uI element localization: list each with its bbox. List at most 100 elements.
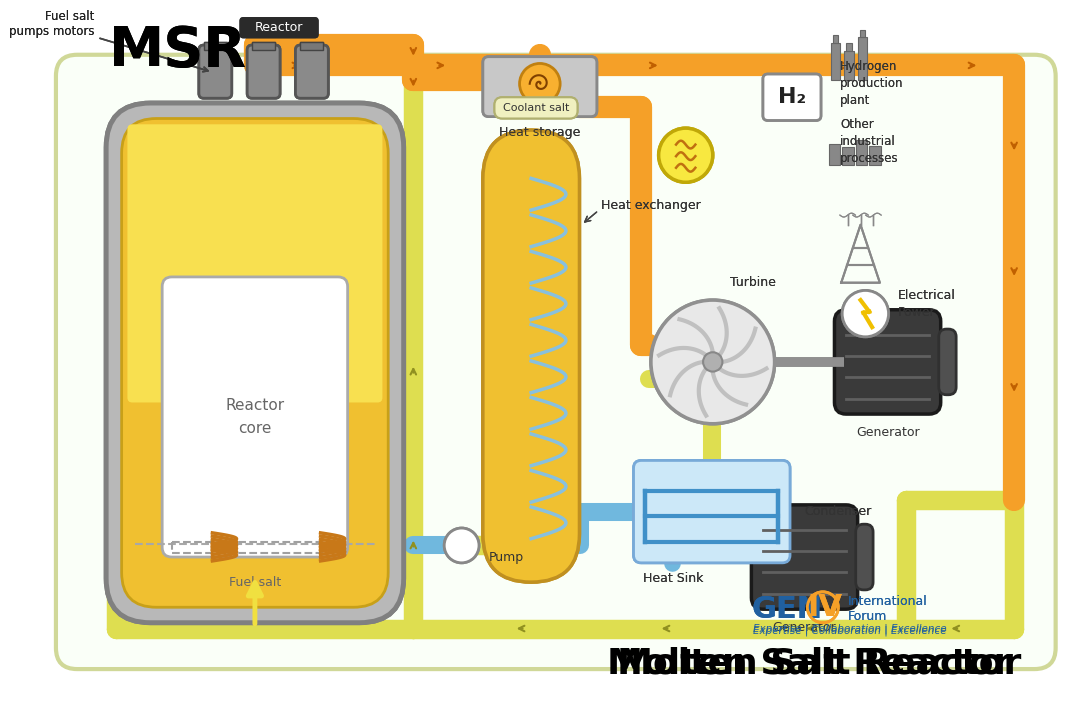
FancyBboxPatch shape [483, 57, 597, 117]
FancyBboxPatch shape [834, 310, 941, 414]
FancyBboxPatch shape [483, 130, 580, 582]
Text: Heat storage: Heat storage [499, 126, 581, 139]
FancyBboxPatch shape [121, 119, 388, 607]
FancyBboxPatch shape [56, 54, 1056, 669]
FancyBboxPatch shape [128, 125, 382, 402]
FancyBboxPatch shape [763, 74, 821, 120]
Text: Expertise | Collaboration | Excellence: Expertise | Collaboration | Excellence [753, 625, 947, 636]
Text: Reactor: Reactor [255, 21, 303, 34]
Bar [204, 42, 227, 50]
Text: Coolant salt: Coolant salt [503, 103, 569, 113]
Text: International: International [848, 595, 928, 608]
FancyBboxPatch shape [752, 505, 858, 609]
Bar [204, 42, 227, 50]
Text: Electrical
Power: Electrical Power [898, 289, 956, 319]
Text: Heat exchanger: Heat exchanger [600, 199, 700, 212]
Circle shape [651, 300, 774, 424]
Text: Fuel salt
pumps motors: Fuel salt pumps motors [9, 10, 208, 72]
Text: Condenser: Condenser [804, 505, 872, 518]
FancyBboxPatch shape [121, 119, 388, 607]
Bar [252, 42, 275, 50]
Bar [858, 37, 868, 80]
Text: IV: IV [808, 593, 842, 621]
FancyBboxPatch shape [939, 329, 956, 395]
Text: Expertise | Collaboration | Excellence: Expertise | Collaboration | Excellence [753, 623, 947, 634]
FancyBboxPatch shape [199, 45, 232, 98]
Circle shape [445, 528, 479, 563]
Text: Pump: Pump [489, 551, 524, 563]
Text: Generator: Generator [772, 621, 837, 634]
FancyBboxPatch shape [494, 97, 578, 119]
Text: Molten Salt Reactor: Molten Salt Reactor [607, 647, 1012, 681]
Bar [846, 43, 852, 51]
Bar [172, 541, 336, 553]
FancyBboxPatch shape [634, 460, 790, 563]
FancyBboxPatch shape [763, 74, 821, 120]
Text: Reactor: Reactor [255, 21, 303, 34]
Bar [252, 42, 275, 50]
FancyBboxPatch shape [128, 125, 382, 402]
FancyBboxPatch shape [162, 277, 348, 557]
FancyBboxPatch shape [295, 45, 329, 98]
Text: Turbine: Turbine [730, 276, 777, 289]
Bar [830, 43, 840, 80]
Text: Molten Salt Reactor: Molten Salt Reactor [616, 647, 1021, 681]
Bar [856, 140, 868, 165]
Text: Forum: Forum [848, 611, 887, 624]
Text: MSR: MSR [110, 24, 247, 78]
FancyBboxPatch shape [483, 57, 597, 117]
Text: Turbine: Turbine [730, 276, 777, 289]
Text: Forum: Forum [848, 611, 887, 624]
Bar [859, 29, 866, 37]
Text: Hydrogen
production
plant: Hydrogen production plant [840, 60, 903, 107]
Text: H₂: H₂ [778, 87, 807, 107]
FancyBboxPatch shape [240, 17, 319, 39]
Bar [842, 147, 854, 165]
Text: GEN: GEN [752, 595, 823, 624]
Bar [172, 541, 336, 553]
FancyBboxPatch shape [199, 45, 232, 98]
Circle shape [651, 300, 774, 424]
FancyBboxPatch shape [494, 97, 578, 119]
Text: Other
industrial
processes: Other industrial processes [840, 118, 899, 165]
FancyBboxPatch shape [247, 45, 280, 98]
Text: Heat Sink: Heat Sink [643, 572, 703, 585]
Text: H₂: H₂ [778, 87, 807, 107]
Bar [844, 51, 854, 80]
Bar [829, 144, 840, 165]
FancyBboxPatch shape [162, 277, 348, 557]
Bar [869, 145, 881, 165]
Text: Reactor
core: Reactor core [226, 398, 285, 435]
Text: Fuel salt
pumps motors: Fuel salt pumps motors [9, 10, 208, 72]
Text: Reactor
core: Reactor core [226, 398, 285, 435]
FancyBboxPatch shape [247, 45, 280, 98]
Circle shape [842, 291, 888, 337]
Bar [301, 42, 323, 50]
Circle shape [842, 291, 888, 337]
Bar [301, 42, 323, 50]
Text: Heat Sink: Heat Sink [643, 572, 703, 585]
Text: Condenser: Condenser [804, 505, 872, 518]
Text: Other
industrial
processes: Other industrial processes [840, 118, 899, 165]
Text: Electrical
Power: Electrical Power [898, 289, 956, 319]
Text: Hydrogen
production
plant: Hydrogen production plant [840, 60, 903, 107]
Text: Fuel salt: Fuel salt [229, 576, 281, 589]
Bar [832, 36, 839, 43]
Circle shape [445, 528, 479, 563]
Circle shape [520, 64, 561, 104]
Text: Coolant salt: Coolant salt [503, 103, 569, 113]
Text: International: International [848, 595, 928, 608]
FancyBboxPatch shape [240, 17, 319, 39]
Circle shape [658, 128, 713, 183]
Text: Fuel salt: Fuel salt [229, 576, 281, 589]
Circle shape [520, 64, 561, 104]
FancyBboxPatch shape [295, 45, 329, 98]
FancyBboxPatch shape [856, 524, 873, 590]
Text: Heat storage: Heat storage [499, 126, 581, 139]
FancyBboxPatch shape [483, 130, 580, 582]
Text: Heat exchanger: Heat exchanger [600, 199, 700, 212]
Circle shape [703, 352, 723, 372]
FancyBboxPatch shape [634, 460, 790, 563]
Text: GEN: GEN [752, 595, 823, 624]
Text: IV: IV [808, 593, 842, 621]
